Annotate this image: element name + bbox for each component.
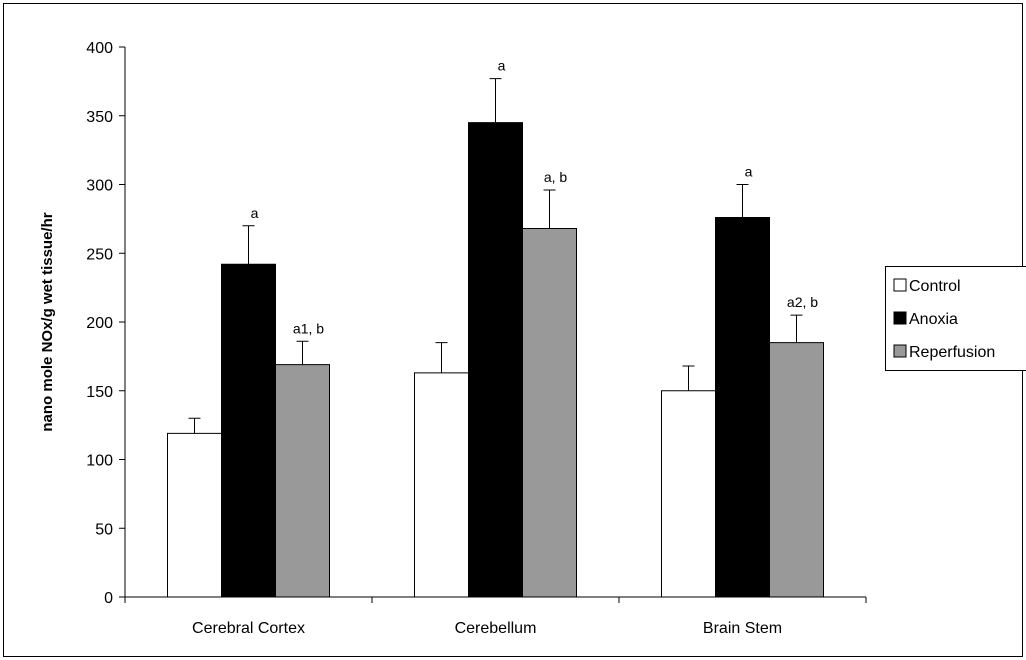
category-label: Cerebellum <box>455 620 537 637</box>
bar-reperfusion <box>522 228 577 598</box>
plot-area: 0 50 100 150 200 250 300 350 400 Cerebral Cortex… <box>86 40 867 637</box>
legend-label: Anoxia <box>909 311 958 328</box>
y-tick-label: 100 <box>86 453 113 470</box>
bar-reperfusion <box>769 342 824 598</box>
y-tick-label: 50 <box>95 521 113 538</box>
y-axis-label: nano mole NOx/g wet tissue/hr <box>39 212 56 431</box>
significance-annotation: a <box>745 164 753 180</box>
category-label: Brain Stem <box>703 620 782 637</box>
error-bars <box>188 78 803 434</box>
legend-swatch-reperfusion <box>893 344 907 358</box>
legend-box <box>885 266 1026 371</box>
y-tick-label: 250 <box>86 246 113 263</box>
y-ticks: 0 50 100 150 200 250 300 350 400 <box>86 40 125 607</box>
significance-annotation: a <box>498 58 506 74</box>
y-tick-label: 350 <box>86 109 113 126</box>
legend: Control Anoxia Reperfusion <box>885 266 1026 371</box>
legend-swatch-control <box>893 278 907 292</box>
legend-swatch-anoxia <box>893 311 907 325</box>
y-tick-label: 0 <box>104 590 113 607</box>
significance-annotation: a2, b <box>787 294 818 310</box>
bar-anoxia <box>468 122 523 598</box>
bar-control <box>167 432 222 598</box>
y-tick-label: 150 <box>86 384 113 401</box>
category-label: Cerebral Cortex <box>192 620 305 637</box>
bar-anoxia <box>715 217 770 598</box>
bar-reperfusion <box>275 364 330 598</box>
significance-annotation: a1, b <box>293 320 324 336</box>
bars <box>167 122 824 598</box>
bar-control <box>661 390 716 598</box>
y-tick-label: 400 <box>86 40 113 57</box>
x-ticks: Cerebral Cortex Cerebellum Brain Stem <box>124 597 867 637</box>
y-tick-label: 200 <box>86 315 113 332</box>
bar-control <box>414 372 469 598</box>
significance-annotation: a, b <box>544 169 568 185</box>
y-tick-label: 300 <box>86 178 113 195</box>
significance-annotation: a <box>251 205 259 221</box>
legend-label: Control <box>909 278 961 295</box>
annotations: a a a a1, b a, b a2, b <box>251 58 819 337</box>
bar-anoxia <box>221 263 276 598</box>
legend-label: Reperfusion <box>909 344 995 361</box>
